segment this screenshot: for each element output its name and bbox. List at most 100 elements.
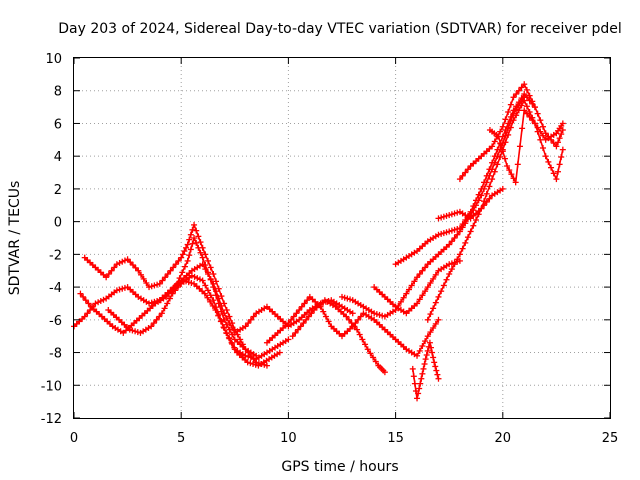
data-point (519, 125, 526, 132)
data-point (443, 212, 450, 219)
data-point (207, 292, 214, 299)
data-point (285, 336, 292, 343)
data-point (162, 274, 169, 281)
data-point (207, 264, 214, 271)
data-point (354, 326, 361, 333)
data-point (483, 172, 490, 179)
data-point (415, 390, 422, 397)
data-point (197, 249, 204, 256)
data-point (414, 300, 421, 307)
data-point (432, 363, 439, 370)
data-point (213, 288, 220, 295)
data-point (376, 311, 383, 318)
data-point (432, 271, 439, 278)
data-point (245, 320, 252, 327)
data-point (210, 297, 217, 304)
data-point (478, 205, 485, 212)
data-point (489, 159, 496, 166)
data-point (409, 365, 416, 372)
data-point (341, 294, 348, 301)
x-tick-label: 15 (387, 431, 404, 446)
data-point (181, 248, 188, 255)
data-point (454, 226, 461, 232)
data-point (199, 277, 206, 284)
data-point (430, 275, 437, 282)
data-point (184, 241, 191, 248)
data-point (416, 296, 423, 303)
data-point (427, 280, 434, 286)
data-point (379, 312, 386, 319)
data-point (300, 320, 307, 327)
data-point (521, 91, 528, 97)
data-point (167, 267, 174, 274)
data-point (531, 104, 538, 111)
y-tick-label: 8 (54, 85, 62, 100)
data-point (510, 94, 517, 101)
data-point (288, 316, 295, 323)
data-point (548, 136, 555, 143)
data-point (518, 84, 525, 91)
data-point (454, 209, 461, 216)
data-point (87, 307, 94, 313)
data-point (430, 325, 437, 331)
data-point (403, 290, 410, 297)
data-point (215, 295, 222, 302)
data-point (373, 311, 380, 318)
data-point (504, 163, 511, 169)
data-point (446, 271, 453, 277)
data-point (512, 179, 519, 186)
data-point (518, 102, 525, 109)
data-point (502, 139, 509, 146)
data-point (207, 298, 214, 305)
x-tick-label: 5 (177, 431, 185, 446)
data-point (242, 346, 249, 353)
data-point (347, 296, 354, 303)
data-point (459, 221, 466, 228)
data-point (448, 266, 455, 273)
data-point (178, 254, 185, 261)
data-point (446, 261, 453, 268)
data-point (85, 300, 92, 307)
data-point (210, 280, 217, 287)
data-point (126, 326, 133, 333)
tick-layer (73, 57, 611, 419)
data-point (148, 283, 155, 290)
data-point (290, 313, 297, 320)
data-point (491, 153, 498, 160)
plot-frame (73, 57, 611, 419)
data-point (448, 227, 455, 234)
data-point (419, 267, 426, 274)
grid-layer (74, 58, 610, 418)
data-point (215, 312, 222, 319)
data-point (305, 313, 312, 320)
data-point (410, 373, 417, 380)
data-point (432, 299, 439, 306)
data-point (431, 359, 438, 366)
data-point (183, 244, 190, 251)
data-point (411, 278, 418, 285)
data-point (505, 120, 512, 127)
data-point (345, 316, 352, 323)
data-point (513, 91, 520, 97)
data-point (443, 229, 450, 236)
data-point (433, 367, 440, 374)
x-tick-label: 10 (280, 431, 297, 446)
data-point (459, 245, 466, 252)
data-point (359, 336, 366, 343)
y-tick-label: -2 (49, 248, 62, 263)
data-point (197, 239, 204, 246)
data-point (414, 395, 421, 402)
data-point (146, 300, 153, 307)
data-point (499, 185, 506, 192)
data-point (199, 244, 206, 251)
data-point (481, 179, 488, 186)
data-point (502, 116, 509, 123)
series-arc-13 (456, 81, 566, 183)
data-point (175, 257, 182, 264)
data-point (199, 254, 206, 261)
data-point (172, 261, 179, 268)
data-point (486, 166, 493, 173)
data-point (435, 316, 442, 323)
series-arc-7 (289, 297, 388, 376)
